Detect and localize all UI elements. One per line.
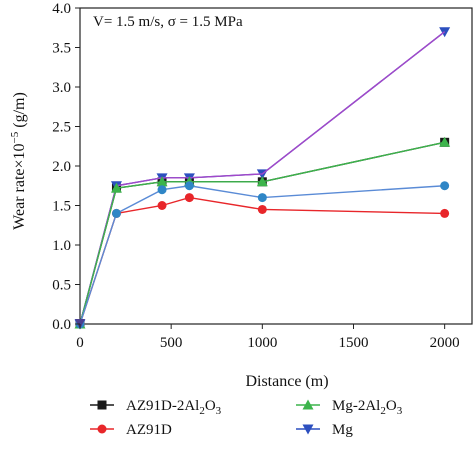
legend-label: AZ91D-2Al2O3 bbox=[126, 398, 222, 417]
y-axis-title-unit: (g/m) bbox=[11, 92, 28, 132]
data-point bbox=[157, 185, 167, 195]
y-axis-title-main: Wear rate×10 bbox=[11, 143, 28, 229]
y-tick-label: 0.5 bbox=[52, 278, 71, 294]
data-point bbox=[184, 181, 194, 191]
series-0 bbox=[75, 137, 450, 329]
legend: AZ91D-2Al2O3 AZ91D Mg-2Al2O3 Mg bbox=[90, 398, 403, 438]
x-tick-label: 0 bbox=[76, 335, 84, 351]
series-2 bbox=[74, 136, 451, 329]
x-tick-label: 1000 bbox=[247, 335, 277, 351]
x-tick-label: 2000 bbox=[430, 335, 460, 351]
data-point bbox=[440, 208, 450, 218]
legend-marker bbox=[97, 424, 107, 434]
series-line bbox=[79, 196, 445, 325]
series-1 bbox=[75, 193, 450, 329]
y-axis-title-exponent: −5 bbox=[9, 131, 21, 143]
axis-layer: 0 500 1000 1500 2000 0.0 0.5 1.0 1.5 2.0 2.5 3.0 3.5… bbox=[52, 1, 459, 351]
legend-marker bbox=[97, 400, 107, 410]
series-4 bbox=[75, 181, 450, 329]
data-point bbox=[110, 182, 122, 193]
legend-item: AZ91D bbox=[90, 422, 172, 438]
data-point bbox=[157, 201, 167, 210]
x-tick-label: 1500 bbox=[338, 335, 368, 351]
y-tick-label: 1.5 bbox=[52, 199, 71, 215]
condition-annotation: V= 1.5 m/s, σ = 1.5 MPa bbox=[93, 14, 243, 30]
data-point bbox=[257, 193, 267, 203]
data-point bbox=[111, 208, 121, 218]
data-point bbox=[256, 176, 268, 187]
y-tick-label: 1.0 bbox=[52, 238, 71, 254]
x-axis-title: Distance (m) bbox=[245, 373, 328, 390]
y-tick-label: 3.0 bbox=[52, 80, 71, 96]
legend-item: Mg-2Al2O3 bbox=[296, 398, 403, 417]
series-line bbox=[79, 141, 445, 325]
data-point bbox=[440, 181, 450, 191]
y-tick-label: 2.0 bbox=[52, 159, 71, 175]
x-tick-label: 500 bbox=[160, 335, 183, 351]
y-tick-label: 4.0 bbox=[52, 1, 71, 17]
legend-label: AZ91D bbox=[126, 422, 172, 438]
legend-item: AZ91D-2Al2O3 bbox=[90, 398, 222, 417]
y-tick-label: 3.5 bbox=[52, 41, 71, 57]
data-point bbox=[257, 204, 267, 214]
legend-item: Mg bbox=[296, 422, 353, 438]
legend-label: Mg bbox=[332, 422, 353, 438]
legend-label: Mg-2Al2O3 bbox=[332, 398, 403, 417]
data-point bbox=[156, 176, 168, 187]
series-line bbox=[79, 185, 445, 325]
data-point bbox=[184, 193, 194, 203]
data-point bbox=[439, 136, 451, 147]
legend-marker bbox=[302, 399, 314, 410]
series-layer bbox=[74, 27, 451, 330]
y-axis-title: Wear rate×10−5 (g/m) bbox=[9, 92, 28, 230]
y-tick-label: 0.0 bbox=[52, 317, 71, 333]
legend-marker bbox=[302, 424, 314, 435]
y-tick-label: 2.5 bbox=[52, 120, 71, 136]
